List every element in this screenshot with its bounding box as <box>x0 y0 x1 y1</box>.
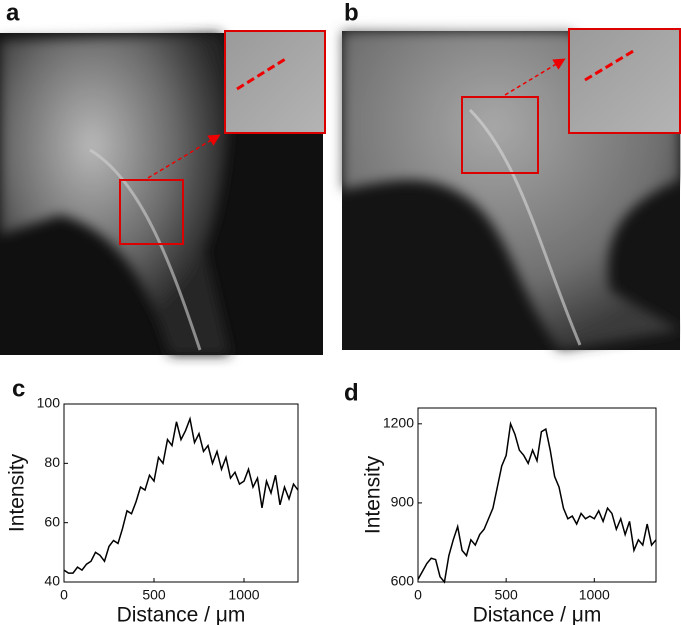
x-tick-label: 500 <box>142 587 166 603</box>
x-tick-label: 1000 <box>228 587 259 603</box>
y-axis-title: Intensity <box>6 453 29 532</box>
y-tick-label: 40 <box>44 573 60 589</box>
plot-frame <box>63 403 299 583</box>
x-tick-label: 0 <box>60 587 68 603</box>
x-tick-label: 500 <box>494 587 518 603</box>
data-line <box>417 421 657 584</box>
y-tick-label: 80 <box>44 454 60 470</box>
y-tick-label: 600 <box>391 573 415 589</box>
y-tick-label: 900 <box>391 494 415 510</box>
panel-label: d <box>344 379 359 406</box>
micrograph-b <box>342 28 681 350</box>
panel-label: c <box>12 375 25 402</box>
panel-label: b <box>344 0 359 26</box>
micrograph-a <box>0 30 326 355</box>
x-tick-label: 1000 <box>579 587 610 603</box>
y-tick-label: 100 <box>37 395 61 411</box>
y-axis-title: Intensity <box>362 455 385 534</box>
x-axis-title: Distance / μm <box>117 604 246 625</box>
data-line <box>63 416 299 574</box>
panel-label: a <box>6 0 20 26</box>
x-tick-label: 0 <box>414 587 422 603</box>
plot-frame <box>417 407 657 583</box>
y-tick-label: 60 <box>44 513 60 529</box>
y-tick-label: 1200 <box>383 415 414 431</box>
x-axis-title: Distance / μm <box>473 604 602 625</box>
